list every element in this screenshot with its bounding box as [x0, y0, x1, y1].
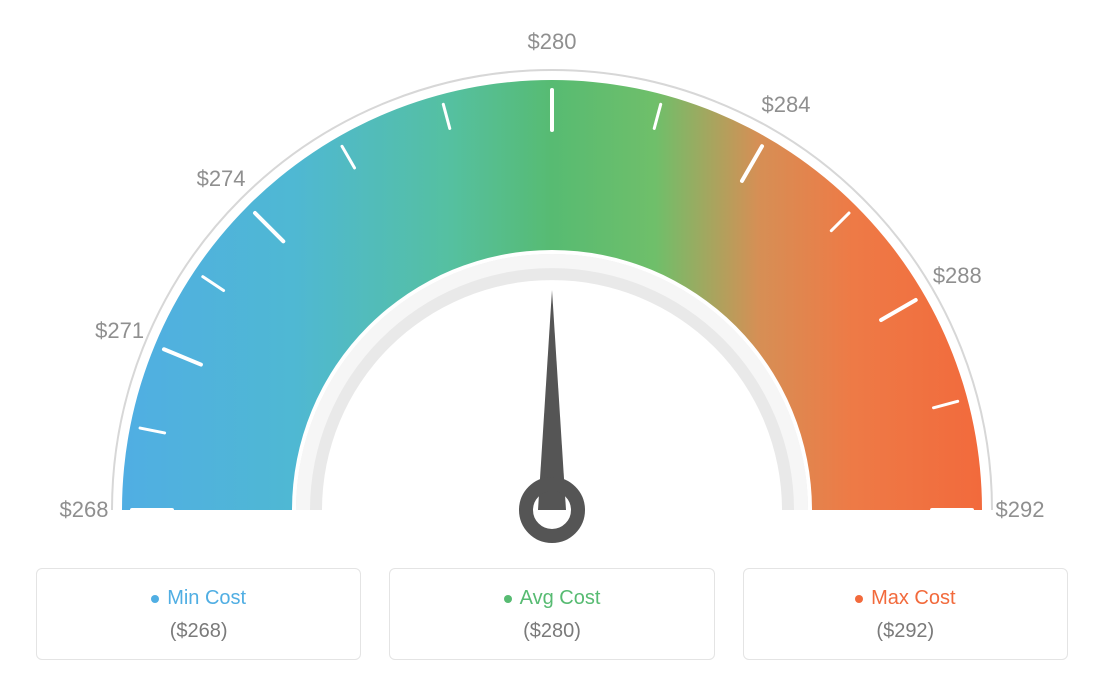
- legend-label-min: Min Cost: [167, 587, 246, 610]
- legend-card-avg: Avg Cost ($280): [389, 568, 714, 660]
- legend-value-max: ($292): [754, 620, 1057, 643]
- legend-dot-min: [151, 595, 159, 603]
- gauge-tick-label: $288: [933, 263, 982, 289]
- gauge-tick-label: $292: [996, 497, 1045, 523]
- gauge-tick-label: $284: [762, 92, 811, 118]
- legend-value-min: ($268): [47, 620, 350, 643]
- legend-label-avg: Avg Cost: [520, 587, 601, 610]
- legend-row: Min Cost ($268) Avg Cost ($280) Max Cost…: [36, 568, 1068, 660]
- legend-label-max: Max Cost: [871, 587, 955, 610]
- legend-dot-max: [855, 595, 863, 603]
- legend-card-min: Min Cost ($268): [36, 568, 361, 660]
- gauge-tick-label: $280: [528, 29, 577, 55]
- gauge-tick-label: $268: [60, 497, 109, 523]
- legend-value-avg: ($280): [400, 620, 703, 643]
- gauge-tick-label: $271: [95, 318, 144, 344]
- legend-dot-avg: [504, 595, 512, 603]
- cost-gauge: $268 $271 $274 $280 $284 $288 $292: [0, 0, 1104, 560]
- gauge-tick-label: $274: [197, 166, 246, 192]
- legend-card-max: Max Cost ($292): [743, 568, 1068, 660]
